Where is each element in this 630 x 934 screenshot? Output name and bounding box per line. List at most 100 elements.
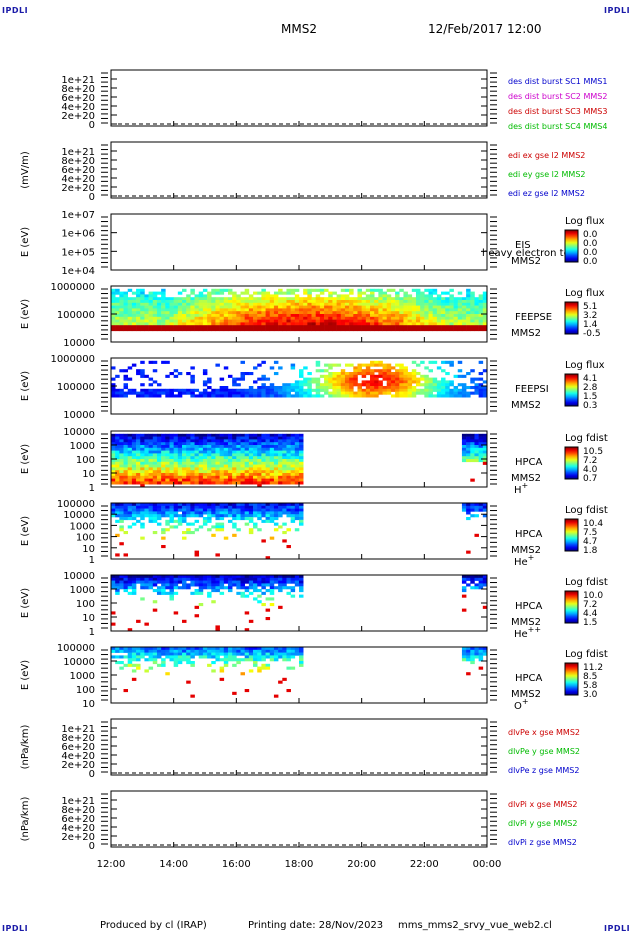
- spectrogram-cell: [470, 308, 475, 312]
- y-tick-label: 100: [76, 599, 95, 610]
- spectrogram-cell: [307, 325, 312, 329]
- spectrogram-cell: [319, 386, 325, 390]
- spectrogram-cell: [161, 442, 166, 446]
- spectrogram-cell: [466, 508, 471, 512]
- spectrogram-cell: [478, 302, 484, 306]
- spectrogram-cell: [265, 473, 271, 477]
- spectrogram-cell: [273, 316, 279, 320]
- spectrogram-cell: [177, 372, 183, 376]
- spectrogram-cell: [399, 369, 404, 373]
- spectrogram-cell: [215, 461, 220, 465]
- spectrogram-cell: [269, 316, 275, 320]
- spectrogram-cell: [269, 442, 275, 446]
- spectrogram-cell: [211, 456, 216, 460]
- spectrogram-cell: [273, 308, 279, 312]
- spectrogram-cell: [219, 647, 225, 651]
- spectrogram-cell: [131, 514, 137, 518]
- spectrogram-cell: [215, 467, 220, 471]
- spectrogram-cell: [173, 461, 179, 465]
- y-tick-label: 1000: [70, 585, 95, 596]
- spectrogram-cell: [474, 433, 479, 437]
- spectrogram-cell: [169, 388, 174, 392]
- spectrogram-cell: [161, 311, 166, 315]
- spectrogram-cell: [482, 388, 488, 392]
- spectrogram-cell: [290, 433, 296, 437]
- spectrogram-cell: [474, 316, 479, 320]
- spectrogram-cell: [123, 470, 129, 474]
- spectrogram-cell: [186, 464, 191, 468]
- spectrogram-cell: [470, 319, 475, 323]
- spectrogram-cell: [324, 328, 329, 332]
- spectrogram-cell: [202, 575, 208, 579]
- spectrogram-cell: [303, 391, 308, 395]
- spectrogram-cell: [240, 470, 245, 474]
- spectrogram-cell: [286, 511, 291, 515]
- spectrogram-cell: [173, 464, 179, 468]
- spectrogram-cell: [131, 669, 137, 673]
- spectrogram-cell: [273, 305, 279, 309]
- spectrogram-cell: [211, 433, 216, 437]
- spectrogram-cell: [144, 447, 149, 451]
- panel-9-spacecraft: MMS2: [511, 689, 541, 700]
- spectrogram-cell: [466, 391, 471, 395]
- spectrogram-cell: [436, 308, 442, 312]
- spectrogram-cell: [390, 325, 396, 329]
- spectrogram-cell: [315, 377, 321, 381]
- spectrogram-cell: [294, 436, 300, 440]
- spectrogram-cell: [474, 325, 479, 329]
- spectrogram-cell: [420, 297, 425, 301]
- spectrogram-cell: [278, 464, 283, 468]
- spectrogram-cell: [353, 302, 358, 306]
- spectrogram-cell: [273, 649, 279, 653]
- spectrogram-cell: [420, 360, 425, 364]
- spectrogram-cell: [182, 316, 187, 320]
- spectrogram-cell: [290, 508, 296, 512]
- spectrogram-cell: [282, 505, 287, 509]
- spectrogram-cell: [382, 325, 388, 329]
- spectrogram-cell: [449, 311, 454, 315]
- spectrogram-cell: [319, 291, 325, 295]
- spectrogram-cell: [332, 322, 337, 326]
- spectrogram-cell: [165, 461, 170, 465]
- spectrogram-cell: [474, 450, 479, 454]
- spectrogram-cell: [248, 388, 254, 392]
- spectrogram-cell: [261, 658, 266, 662]
- spectrogram-cell: [240, 305, 245, 309]
- spectrogram-cell: [202, 583, 208, 587]
- spectrogram-cell: [315, 388, 321, 392]
- spectrogram-cell: [223, 505, 229, 509]
- spectrogram-cell: [131, 433, 137, 437]
- spectrogram-cell: [140, 388, 145, 392]
- spectrogram-cell: [466, 394, 471, 398]
- spectrogram-cell: [474, 533, 479, 537]
- spectrogram-cell: [457, 391, 463, 395]
- spectrogram-cell: [127, 511, 133, 515]
- corner-label-tr: IPDLI: [604, 6, 630, 15]
- spectrogram-cell: [207, 305, 212, 309]
- spectrogram-cell: [470, 316, 475, 320]
- spectrogram-cell: [173, 322, 179, 326]
- spectrogram-cell: [428, 288, 433, 292]
- spectrogram-cell: [136, 294, 141, 298]
- spectrogram-cell: [211, 436, 216, 440]
- spectrogram-cell: [365, 380, 371, 384]
- spectrogram-cell: [265, 647, 271, 651]
- spectrogram-cell: [261, 319, 266, 323]
- spectrogram-cell: [420, 328, 425, 332]
- y-tick-label: 8e+20: [61, 156, 95, 167]
- spectrogram-cell: [161, 591, 166, 595]
- spectrogram-cell: [140, 517, 145, 521]
- spectrogram-cell: [278, 439, 283, 443]
- spectrogram-cell: [173, 467, 179, 471]
- spectrogram-cell: [411, 369, 417, 373]
- spectrogram-cell: [123, 439, 129, 443]
- spectrogram-cell: [115, 514, 120, 518]
- spectrogram-cell: [257, 517, 262, 521]
- spectrogram-cell: [428, 328, 433, 332]
- spectrogram-cell: [269, 536, 275, 540]
- spectrogram-cell: [136, 467, 141, 471]
- spectrogram-cell: [361, 363, 367, 367]
- spectrogram-cell: [173, 305, 179, 309]
- spectrogram-cell: [144, 514, 149, 518]
- panel-8-ylabel: E (eV): [20, 588, 31, 618]
